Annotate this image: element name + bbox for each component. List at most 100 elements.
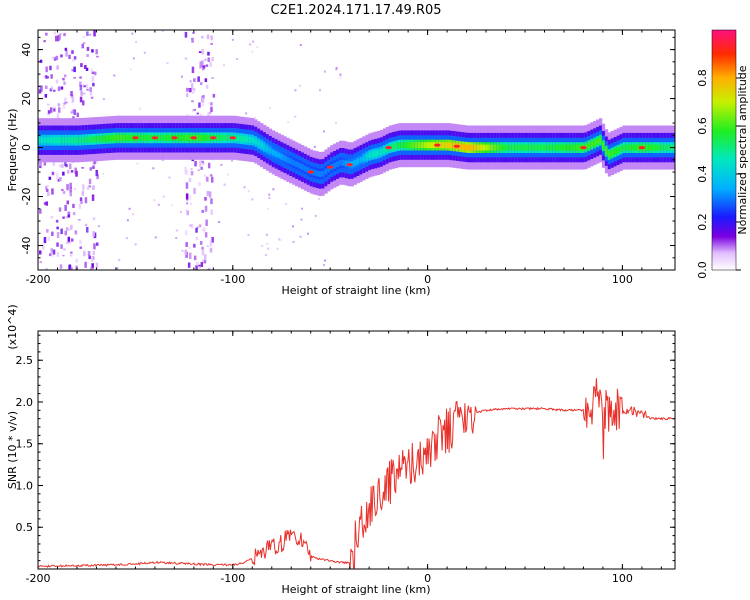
noise-speckle — [79, 96, 83, 103]
noise-speckle — [86, 186, 90, 190]
noise-speckle — [102, 98, 105, 101]
noise-speckle — [210, 35, 213, 41]
noise-speckle — [186, 202, 189, 205]
tick-label: 20 — [20, 92, 33, 106]
noise-speckle — [45, 186, 48, 190]
noise-speckle — [64, 230, 67, 236]
ridge-cell — [248, 136, 252, 143]
noise-speckle — [56, 242, 59, 247]
ridge-cell — [657, 144, 661, 151]
noise-speckle — [56, 226, 59, 230]
ridge-cell — [286, 156, 290, 163]
noise-speckle — [201, 101, 205, 107]
noise-speckle — [201, 209, 204, 213]
noise-speckle — [85, 67, 89, 71]
noise-speckle — [51, 171, 55, 176]
noise-speckle — [97, 225, 100, 228]
ridge-cell — [312, 169, 316, 176]
noise-speckle — [227, 173, 230, 176]
ridge-cell — [195, 134, 200, 141]
noise-speckle — [261, 244, 264, 247]
ridge-cell — [599, 137, 603, 144]
ridge-cell — [289, 158, 293, 165]
noise-speckle — [323, 70, 326, 73]
noise-speckle — [153, 199, 156, 202]
noise-speckle — [38, 162, 42, 166]
ridge-cell — [163, 134, 167, 141]
tick-label: 2.5 — [16, 354, 34, 367]
noise-speckle — [81, 191, 85, 196]
ridge-cell — [496, 144, 501, 151]
noise-speckle — [62, 216, 65, 219]
noise-speckle — [287, 121, 290, 124]
noise-speckle — [89, 87, 92, 92]
noise-speckle — [63, 248, 66, 251]
noise-speckle — [46, 229, 49, 233]
noise-speckle — [300, 218, 303, 221]
ridge-cell — [43, 137, 48, 144]
noise-speckle — [236, 58, 239, 60]
noise-speckle — [207, 51, 210, 56]
noise-speckle — [204, 232, 208, 238]
noise-speckle — [56, 232, 60, 239]
noise-speckle — [50, 74, 53, 79]
noise-speckle — [89, 167, 92, 171]
noise-speckle — [292, 225, 294, 228]
noise-speckle — [243, 186, 246, 189]
ridge-cell — [458, 143, 463, 150]
noise-speckle — [86, 88, 89, 91]
noise-speckle — [125, 237, 128, 240]
noise-speckle — [204, 197, 207, 201]
noise-speckle — [86, 54, 89, 57]
noise-speckle — [43, 40, 46, 43]
noise-speckle — [195, 227, 198, 233]
tick-label: 0.5 — [16, 521, 34, 534]
ridge-peak — [132, 136, 139, 140]
noise-speckle — [93, 30, 96, 37]
noise-speckle — [266, 207, 269, 210]
noise-speckle — [82, 36, 86, 38]
noise-speckle — [91, 76, 95, 82]
ridge-cell — [520, 144, 524, 151]
noise-speckle — [73, 187, 77, 191]
noise-speckle — [79, 197, 83, 202]
ridge-cell — [552, 144, 556, 151]
noise-speckle — [203, 254, 207, 261]
noise-speckle — [193, 255, 197, 261]
noise-speckle — [69, 163, 72, 169]
noise-speckle — [294, 115, 297, 118]
noise-speckle — [335, 67, 338, 69]
noise-speckle — [70, 170, 74, 173]
ridge-cell — [619, 146, 623, 152]
noise-speckle — [195, 236, 199, 241]
noise-speckle — [201, 160, 204, 163]
ridge-cell — [543, 144, 547, 151]
ridge-cell — [444, 142, 448, 149]
noise-speckle — [88, 178, 92, 184]
noise-speckle — [207, 112, 210, 119]
noise-speckle — [161, 30, 164, 33]
ridge-cell — [555, 144, 559, 151]
noise-speckle — [47, 192, 50, 196]
noise-speckle — [50, 215, 54, 219]
ridge-cell — [660, 144, 664, 151]
noise-speckle — [185, 209, 188, 211]
noise-speckle — [69, 190, 72, 197]
noise-speckle — [72, 59, 75, 62]
noise-speckle — [223, 64, 225, 67]
ridge-cell — [634, 144, 638, 151]
noise-speckle — [339, 73, 342, 76]
ridge-cell — [143, 134, 147, 141]
ridge-cell — [587, 142, 591, 149]
snr-y-label: SNR (10 * v/v) — [6, 411, 19, 489]
spectrogram-y-label: Frequency (Hz) — [6, 109, 19, 192]
noise-speckle — [79, 85, 83, 91]
noise-speckle — [186, 198, 189, 202]
noise-speckle — [205, 64, 209, 67]
noise-speckle — [190, 168, 193, 171]
noise-speckle — [268, 193, 271, 196]
noise-speckle — [69, 182, 72, 190]
ridge-cell — [283, 155, 287, 162]
noise-speckle — [92, 185, 95, 190]
noise-speckle — [92, 83, 95, 86]
